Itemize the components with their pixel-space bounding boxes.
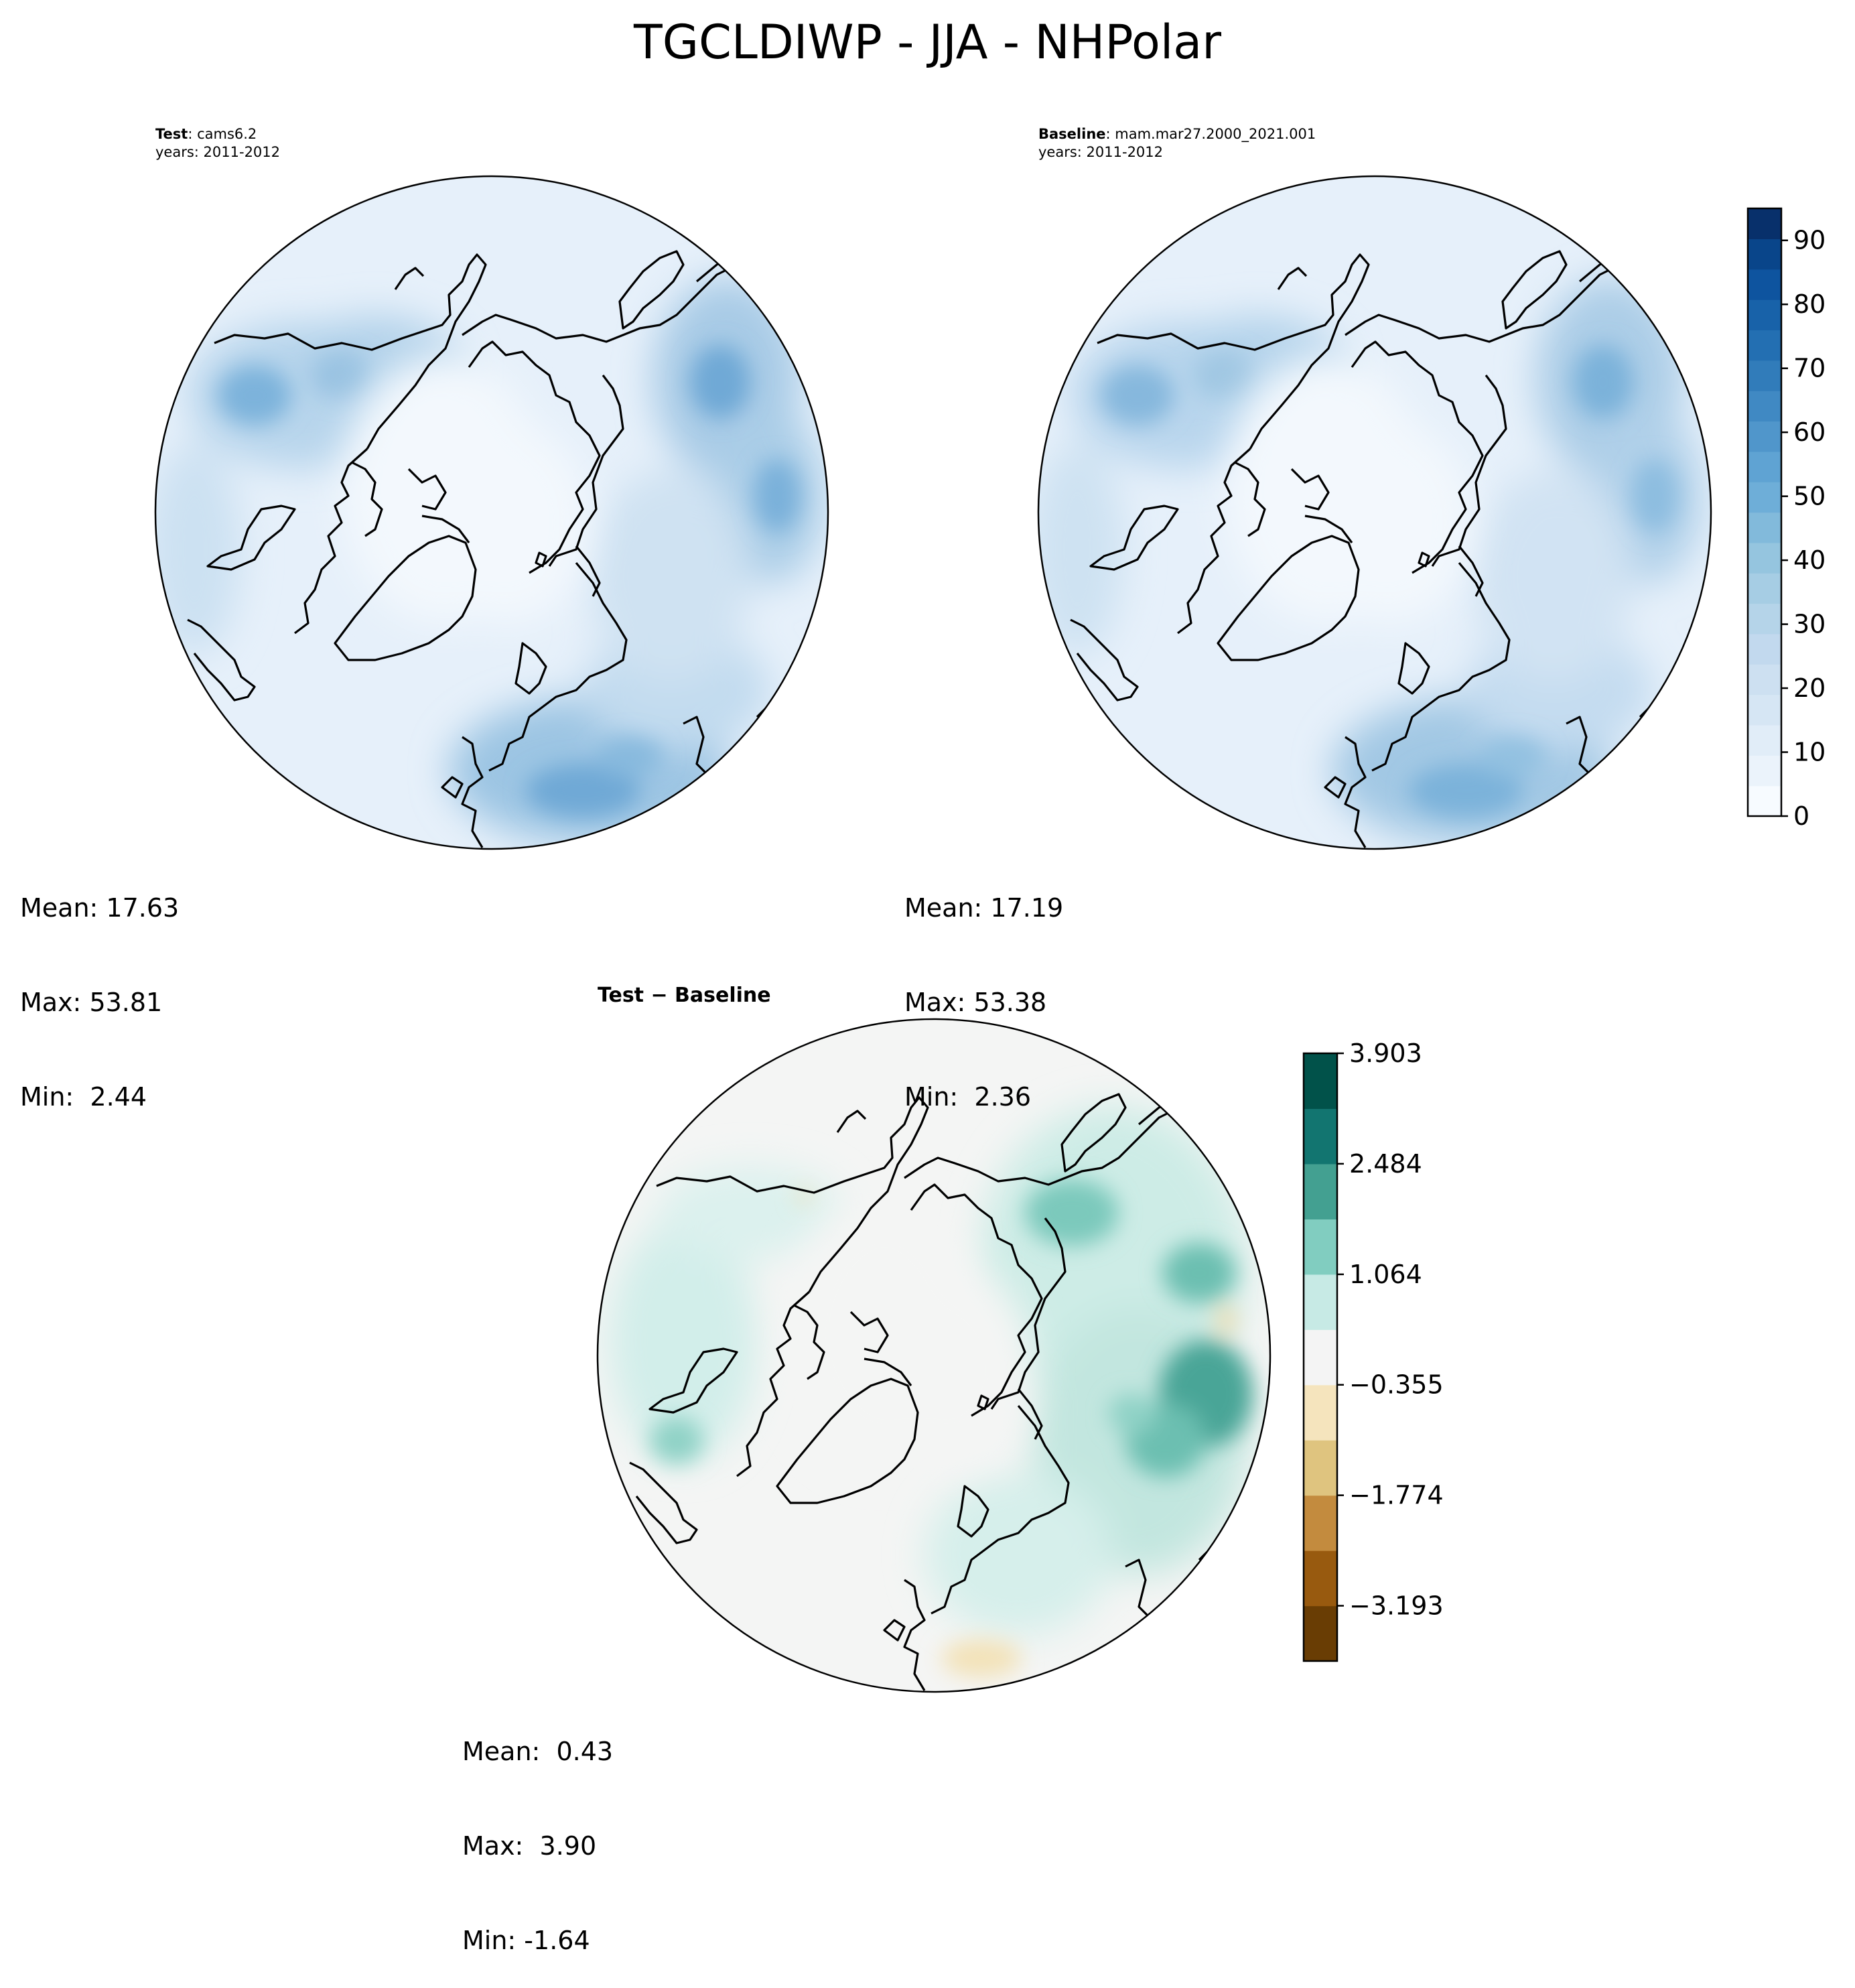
main-colorbar-segment bbox=[1748, 360, 1781, 391]
difference-colorbar-tick-label: −1.774 bbox=[1349, 1481, 1444, 1510]
test-label-years: years: 2011-2012 bbox=[155, 144, 281, 160]
test-stat-max: Max: 53.81 bbox=[20, 988, 163, 1017]
main-colorbar-tick-label: 90 bbox=[1793, 226, 1826, 255]
test-stats: Mean: 17.63 Max: 53.81 Min: 2.44 bbox=[20, 830, 179, 1144]
main-colorbar-tick-label: 60 bbox=[1793, 417, 1826, 447]
baseline-label-case: : mam.mar27.2000_2021.001 bbox=[1105, 126, 1316, 142]
difference-colorbar-segment bbox=[1304, 1550, 1337, 1607]
difference-colorbar-segment bbox=[1304, 1163, 1337, 1219]
main-colorbar-segment bbox=[1748, 603, 1781, 635]
main-colorbar-segment bbox=[1748, 391, 1781, 422]
main-colorbar-frame bbox=[1746, 207, 1783, 817]
test-map-boundary bbox=[154, 175, 829, 850]
difference-colorbar-segment bbox=[1304, 1274, 1337, 1330]
figure-title: TGCLDIWP - JJA - NHPolar bbox=[634, 15, 1221, 70]
test-stat-mean: Mean: 17.63 bbox=[20, 893, 180, 923]
main-colorbar-segment bbox=[1748, 664, 1781, 695]
test-map bbox=[154, 175, 829, 850]
baseline-stat-max: Max: 53.38 bbox=[904, 988, 1047, 1017]
baseline-label-bold: Baseline bbox=[1038, 126, 1106, 142]
difference-map-field bbox=[598, 1019, 1270, 1692]
test-map-field bbox=[155, 176, 828, 849]
main-colorbar: 0 10 20 30 40 50 60 70 80 90 bbox=[1746, 207, 1826, 831]
main-colorbar-tick-label: 40 bbox=[1793, 545, 1826, 575]
difference-colorbar-segment bbox=[1304, 1219, 1337, 1275]
main-colorbar-segment bbox=[1748, 573, 1781, 604]
difference-colorbar-segment bbox=[1304, 1053, 1337, 1110]
difference-title: Test − Baseline bbox=[598, 984, 771, 1007]
main-colorbar-segment bbox=[1748, 724, 1781, 756]
baseline-panel-label: Baseline: mam.mar27.2000_2021.001 years:… bbox=[1038, 125, 1316, 161]
difference-map bbox=[596, 1018, 1272, 1693]
difference-map-boundary bbox=[596, 1018, 1272, 1693]
main-colorbar-tick-label: 80 bbox=[1793, 289, 1826, 319]
main-colorbar-segment bbox=[1748, 330, 1781, 361]
main-colorbar-segment bbox=[1748, 482, 1781, 513]
difference-colorbar-tick-label: 3.903 bbox=[1349, 1039, 1422, 1068]
main-colorbar-segment bbox=[1748, 269, 1781, 300]
difference-colorbar-tick-label: 1.064 bbox=[1349, 1260, 1422, 1289]
main-colorbar-segment bbox=[1748, 785, 1781, 817]
test-label-case: : cams6.2 bbox=[188, 126, 257, 142]
difference-colorbar: 3.903 2.484 1.064 −0.355 −1.774 −3.193 bbox=[1302, 1039, 1444, 1662]
main-colorbar-segment bbox=[1748, 694, 1781, 726]
difference-colorbar-segment bbox=[1304, 1108, 1337, 1165]
main-colorbar-segment bbox=[1748, 239, 1781, 270]
difference-colorbar-frame bbox=[1302, 1052, 1338, 1662]
baseline-label-years: years: 2011-2012 bbox=[1038, 144, 1164, 160]
main-colorbar-tick-label: 0 bbox=[1793, 801, 1809, 831]
test-panel-label: Test: cams6.2 years: 2011-2012 bbox=[155, 125, 280, 161]
main-colorbar-segment bbox=[1748, 208, 1781, 239]
main-colorbar-segment bbox=[1748, 300, 1781, 330]
difference-colorbar-tick-label: −3.193 bbox=[1349, 1591, 1444, 1621]
baseline-map bbox=[1037, 175, 1712, 850]
test-stat-min: Min: 2.44 bbox=[20, 1082, 147, 1112]
main-colorbar-segment bbox=[1748, 542, 1781, 574]
difference-colorbar-segment bbox=[1304, 1329, 1337, 1386]
difference-colorbar-tick-label: −0.355 bbox=[1349, 1370, 1444, 1400]
baseline-stats: Mean: 17.19 Max: 53.38 Min: 2.36 bbox=[904, 830, 1063, 1144]
main-colorbar-tick-label: 70 bbox=[1793, 354, 1826, 383]
main-colorbar-tick-label: 50 bbox=[1793, 482, 1826, 511]
main-colorbar-segment bbox=[1748, 451, 1781, 482]
difference-colorbar-segment bbox=[1304, 1384, 1337, 1441]
baseline-stat-mean: Mean: 17.19 bbox=[904, 893, 1064, 923]
main-colorbar-tick-label: 30 bbox=[1793, 610, 1826, 639]
difference-colorbar-segment bbox=[1304, 1440, 1337, 1496]
difference-colorbar-tick-label: 2.484 bbox=[1349, 1149, 1422, 1179]
baseline-map-field bbox=[1038, 176, 1711, 849]
difference-colorbar-segment bbox=[1304, 1605, 1337, 1662]
main-colorbar-tick-label: 20 bbox=[1793, 673, 1826, 703]
main-colorbar-segment bbox=[1748, 755, 1781, 787]
difference-colorbar-segment bbox=[1304, 1495, 1337, 1551]
main-colorbar-segment bbox=[1748, 633, 1781, 665]
baseline-map-boundary bbox=[1037, 175, 1712, 850]
baseline-stat-min: Min: 2.36 bbox=[904, 1082, 1031, 1112]
difference-stat-min: Min: -1.64 bbox=[462, 1926, 590, 1955]
main-colorbar-tick-label: 10 bbox=[1793, 738, 1826, 767]
difference-stat-mean: Mean: 0.43 bbox=[462, 1737, 614, 1766]
main-colorbar-segment bbox=[1748, 512, 1781, 543]
difference-stats: Mean: 0.43 Max: 3.90 Min: -1.64 bbox=[462, 1673, 613, 1988]
difference-stat-max: Max: 3.90 bbox=[462, 1831, 597, 1861]
main-colorbar-segment bbox=[1748, 421, 1781, 452]
test-label-bold: Test bbox=[155, 126, 188, 142]
figure-canvas: 0 10 20 30 40 50 60 70 80 90 3.903 2.484 1.064 −0.35… bbox=[154, 175, 1826, 1693]
